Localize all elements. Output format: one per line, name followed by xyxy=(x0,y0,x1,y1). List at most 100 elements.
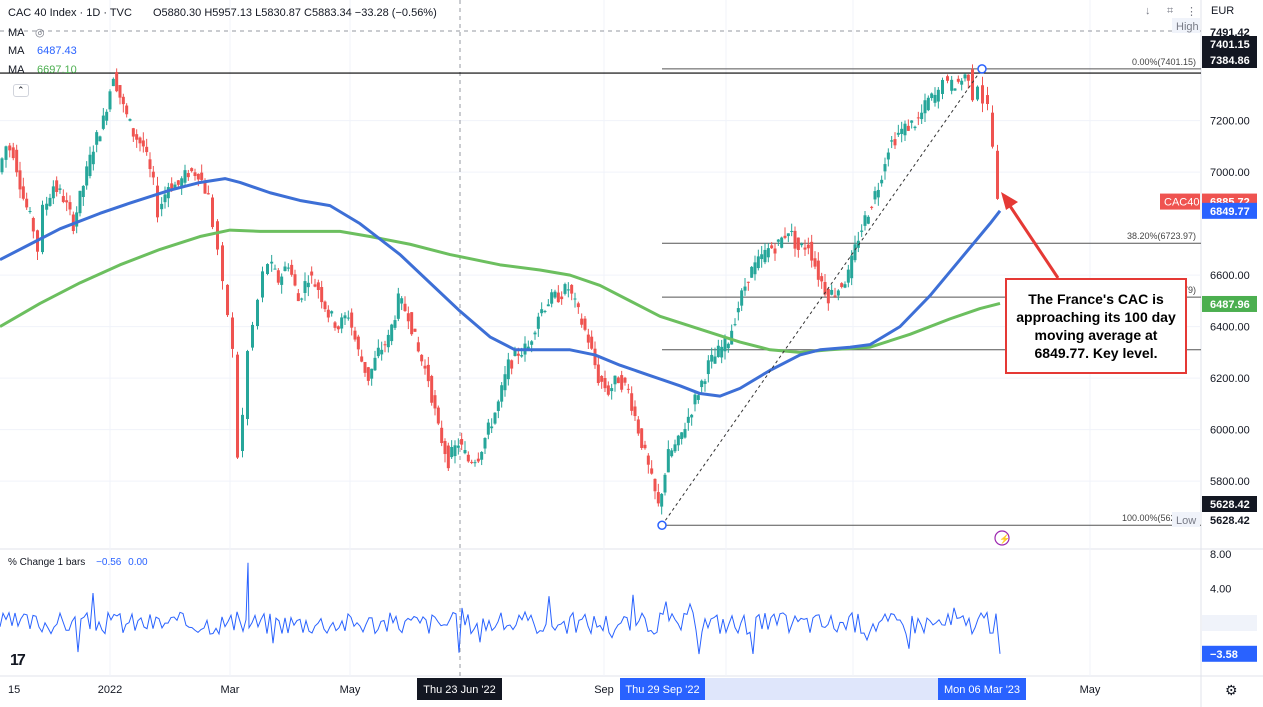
candle-body xyxy=(730,330,734,345)
candle-body xyxy=(333,322,337,328)
candle-body xyxy=(643,444,647,449)
candle-body xyxy=(760,254,764,260)
candle-body xyxy=(853,244,857,261)
fib-anchor-low[interactable] xyxy=(657,520,667,530)
candle-body xyxy=(576,303,580,308)
candle-body xyxy=(293,274,297,286)
candle-body xyxy=(876,189,880,198)
candle-body xyxy=(95,132,99,145)
ma-row-2[interactable]: MA 6487.43 xyxy=(8,45,77,57)
candle-body xyxy=(610,388,614,392)
candle-body xyxy=(846,269,850,283)
osc-last-label: −3.58 xyxy=(1210,649,1238,661)
candle-body xyxy=(231,317,234,349)
candle-body xyxy=(503,374,507,391)
candle-body xyxy=(226,284,229,316)
candle-body xyxy=(370,368,374,379)
candle-body xyxy=(256,299,259,327)
osc-zero-bg xyxy=(1202,615,1257,631)
candle-body xyxy=(236,354,239,458)
candle-body xyxy=(996,150,999,199)
candle-body xyxy=(306,282,310,288)
candle-body xyxy=(823,281,827,295)
candle-body xyxy=(753,262,757,275)
ma-row-3[interactable]: MA 6697.10 xyxy=(8,64,77,76)
candle-body xyxy=(131,128,135,137)
candle-body xyxy=(840,283,844,288)
candle-body xyxy=(386,334,390,348)
candle-body xyxy=(145,146,149,153)
candle-body xyxy=(313,284,317,287)
ma200-label: 6487.96 xyxy=(1210,299,1250,311)
price-tick-2: 6600.00 xyxy=(1210,270,1250,282)
candle-body xyxy=(920,112,924,120)
time-highlight-0: Thu 23 Jun '22 xyxy=(423,684,495,696)
candle-body xyxy=(640,428,644,448)
candle-body xyxy=(160,203,164,210)
candle-body xyxy=(553,291,557,298)
eye-off-icon[interactable]: ◎ xyxy=(34,27,45,39)
candle-body xyxy=(543,310,547,312)
candle-body xyxy=(950,79,954,91)
candle-body xyxy=(660,493,664,507)
candle-body xyxy=(566,289,570,291)
candle-body xyxy=(166,187,170,199)
collapse-icon[interactable]: ⌃ xyxy=(13,84,29,97)
candle-body xyxy=(8,145,12,151)
ma-row-1[interactable]: MA ◎ xyxy=(8,26,45,39)
candle-body xyxy=(450,446,454,458)
time-label-0: 15 xyxy=(8,684,20,696)
candle-body xyxy=(766,248,770,258)
candle-body xyxy=(796,237,800,250)
arrow-down-icon[interactable]: ↓ xyxy=(1145,5,1151,17)
candle-body xyxy=(128,119,132,121)
lightning-icon[interactable] xyxy=(994,530,1010,546)
candle-body xyxy=(706,360,710,375)
candle-body xyxy=(773,248,777,254)
fullscreen-icon[interactable]: ⌗ xyxy=(1167,5,1174,17)
candle-body xyxy=(330,311,334,314)
price-tick-5: 6000.00 xyxy=(1210,425,1250,437)
candle-body xyxy=(863,215,867,226)
candle-body xyxy=(486,422,490,435)
ma-label: MA xyxy=(8,45,24,57)
time-range-highlight xyxy=(620,678,1026,700)
time-highlight-bg-1 xyxy=(620,678,705,700)
candle-body xyxy=(380,349,384,355)
candle-body xyxy=(91,151,95,165)
candle-body xyxy=(516,353,520,356)
lightning-glyph: ⚡ xyxy=(999,533,1010,545)
candle-body xyxy=(956,78,960,82)
candle-body xyxy=(520,355,524,357)
candle-body xyxy=(933,94,937,103)
candle-body xyxy=(65,200,69,203)
candle-body xyxy=(180,178,184,189)
candle-body xyxy=(28,210,32,212)
candle-body xyxy=(623,377,627,383)
candle-body xyxy=(941,79,944,94)
fib-anchor-high[interactable] xyxy=(977,64,987,74)
candle-body xyxy=(926,97,930,111)
low-value: 5628.42 xyxy=(1210,515,1250,527)
more-icon[interactable]: ⋮ xyxy=(1186,6,1197,18)
candle-body xyxy=(490,426,494,429)
currency-label[interactable]: EUR xyxy=(1211,5,1235,17)
candle-body xyxy=(713,356,717,364)
candle-body xyxy=(736,308,740,313)
price-tick-0: 7200.00 xyxy=(1210,116,1250,128)
candle-body xyxy=(780,237,784,248)
candle-body xyxy=(340,317,344,329)
candle-body xyxy=(580,318,584,325)
candle-body xyxy=(216,221,219,250)
candle-body xyxy=(806,244,810,249)
candle-body xyxy=(270,261,274,264)
candle-body xyxy=(603,378,607,389)
candle-body xyxy=(273,268,277,270)
candle-body xyxy=(570,284,574,294)
candle-body xyxy=(946,76,949,81)
low-marker-bg xyxy=(1172,512,1200,527)
low-marker: Low xyxy=(1176,515,1196,527)
time-label-2: Mar xyxy=(221,684,240,696)
candle-body xyxy=(336,326,340,330)
gear-icon[interactable]: ⚙ xyxy=(1225,682,1238,698)
